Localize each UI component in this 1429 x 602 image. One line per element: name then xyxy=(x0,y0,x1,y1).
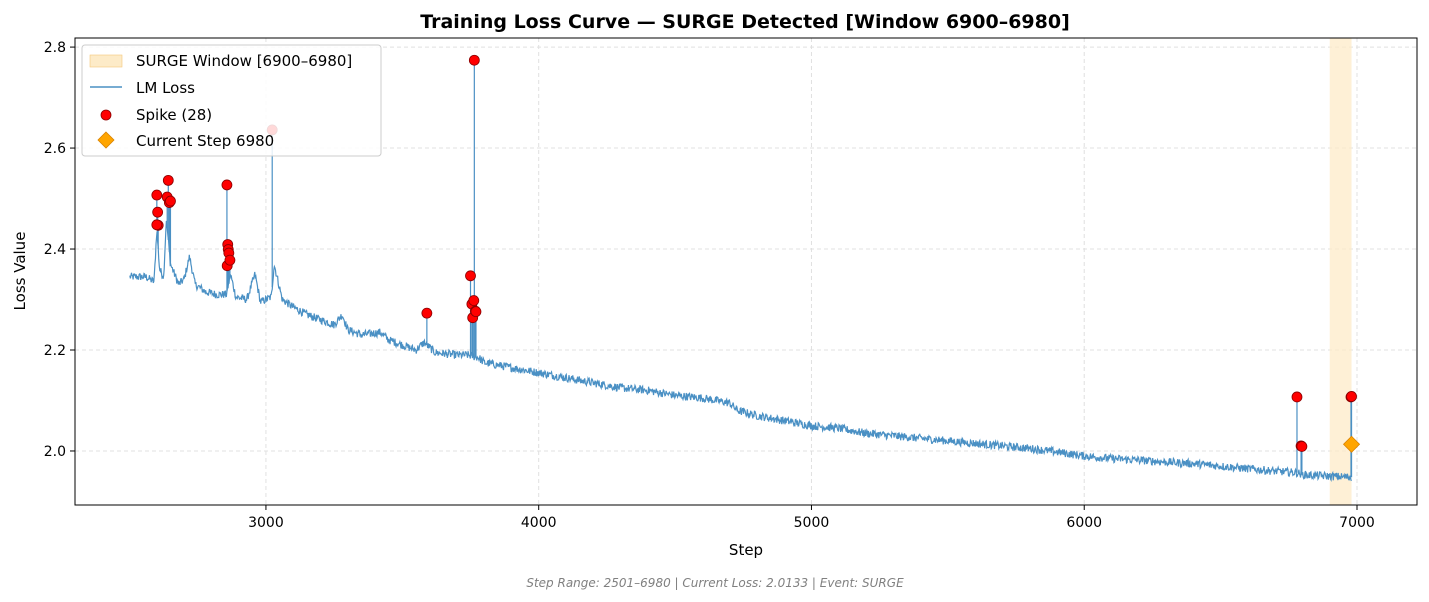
x-tick-label: 6000 xyxy=(1066,515,1102,531)
legend-swatch-spike xyxy=(100,109,112,121)
x-tick-label: 3000 xyxy=(248,515,284,531)
x-tick-label: 4000 xyxy=(521,515,557,531)
spike-point xyxy=(152,206,164,218)
loss-line xyxy=(129,220,1352,483)
spike-point xyxy=(224,254,236,266)
spike-point xyxy=(468,54,480,66)
spike-point xyxy=(151,219,163,231)
y-axis-label: Loss Value xyxy=(11,232,29,311)
spike-point xyxy=(421,307,433,319)
x-axis-ticks: 3000 4000 5000 6000 7000 xyxy=(248,505,1375,531)
x-tick-label: 5000 xyxy=(794,515,830,531)
spike-point xyxy=(470,306,482,318)
legend-swatch-current xyxy=(97,131,115,149)
legend-swatch-surge xyxy=(89,54,123,68)
y-tick-label: 2.6 xyxy=(44,141,66,157)
legend-label-line: LM Loss xyxy=(136,79,195,97)
surge-window xyxy=(1329,38,1352,505)
surge-window-band xyxy=(1329,38,1352,505)
spike-point xyxy=(1296,441,1308,452)
spike-point xyxy=(165,195,176,207)
plot-area xyxy=(129,54,1361,483)
legend-label-current: Current Step 6980 xyxy=(136,132,274,150)
spike-point xyxy=(465,270,476,282)
legend-box xyxy=(81,44,382,157)
legend-label-spike: Spike (28) xyxy=(136,106,212,124)
current-step-marker xyxy=(1342,435,1361,453)
y-axis-ticks: 2.0 2.2 2.4 2.6 2.8 xyxy=(44,40,75,460)
spike-point xyxy=(221,179,233,191)
y-tick-label: 2.2 xyxy=(44,343,66,359)
legend-label-surge: SURGE Window [6900–6980] xyxy=(136,52,352,70)
legend: SURGE Window [6900–6980] LM Loss Spike (… xyxy=(81,44,382,157)
spike-point xyxy=(162,174,174,186)
plot-frame xyxy=(74,37,1418,506)
y-tick-label: 2.8 xyxy=(44,40,66,56)
current-step-diamond xyxy=(1342,435,1361,453)
x-axis-label: Step xyxy=(729,541,763,559)
spike-point xyxy=(1291,391,1303,403)
footer-note: Step Range: 2501–6980 | Current Loss: 2.… xyxy=(526,576,904,590)
spike-point xyxy=(1346,391,1357,402)
spike-point xyxy=(151,189,163,201)
y-tick-label: 2.4 xyxy=(44,242,66,258)
spike-markers xyxy=(151,54,1357,452)
loss-series xyxy=(129,60,1353,483)
spike-point xyxy=(468,295,480,306)
y-tick-label: 2.0 xyxy=(44,444,66,460)
chart-title: Training Loss Curve — SURGE Detected [Wi… xyxy=(420,11,1070,33)
x-tick-label: 7000 xyxy=(1339,515,1375,531)
